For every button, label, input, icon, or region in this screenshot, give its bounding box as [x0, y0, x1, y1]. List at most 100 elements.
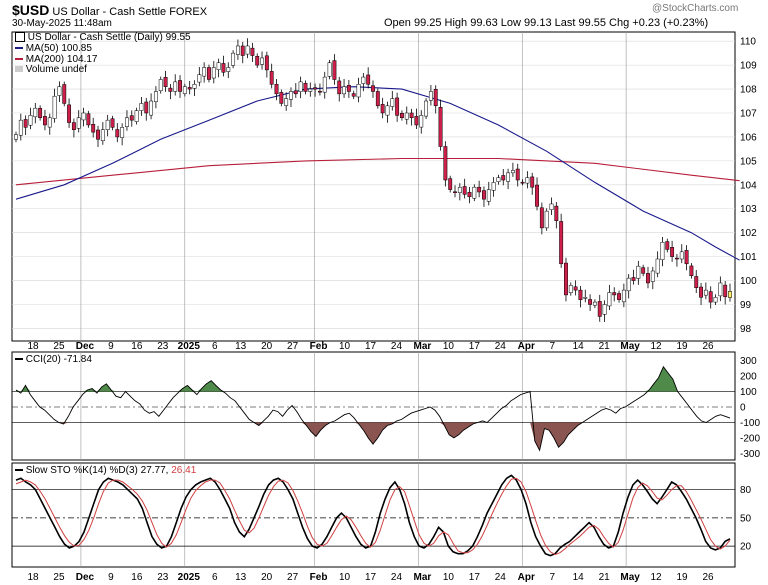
candle-body: [390, 98, 395, 107]
x-tick-label: 24: [391, 572, 403, 583]
candle-body: [43, 116, 47, 126]
sto-k-line: [15, 474, 731, 557]
candle-body: [395, 97, 400, 116]
candle-body: [110, 118, 115, 128]
candle-body: [144, 101, 149, 114]
x-tick-label: 23: [157, 341, 169, 352]
candle-body: [650, 270, 655, 282]
candle-body: [525, 177, 530, 184]
candle-body: [380, 104, 385, 114]
candle-body: [578, 289, 583, 300]
x-tick-label: 12: [651, 572, 663, 583]
ma50-legend: MA(50) 100.85: [15, 43, 92, 54]
x-tick-label: 21: [599, 572, 611, 583]
candle-body: [679, 251, 684, 260]
candle-body: [409, 112, 414, 119]
candle-body: [631, 277, 636, 281]
candle-body: [47, 117, 52, 128]
sto-swatch: [15, 469, 23, 472]
symbol: $USD: [12, 2, 50, 18]
candle-body: [240, 45, 245, 56]
candle-body: [298, 81, 303, 92]
x-tick-label: 16: [131, 341, 143, 352]
exchange: FOREX: [169, 6, 208, 18]
x-tick-label: Mar: [414, 341, 432, 352]
candle-body: [510, 170, 515, 174]
x-tick-label: 26: [702, 341, 714, 352]
x-tick-label: 6: [212, 572, 218, 583]
candle-body: [660, 242, 665, 260]
candle-body: [168, 87, 173, 92]
candle-body: [467, 191, 472, 198]
candle-body: [274, 84, 279, 95]
candle-body: [496, 177, 501, 182]
candle-body: [18, 119, 23, 136]
sto-legend-k: 27.77,: [140, 465, 169, 476]
price-y-tick: 105: [740, 156, 757, 167]
x-tick-label: 24: [495, 572, 507, 583]
price-y-tick: 101: [740, 252, 757, 263]
candle-body: [703, 289, 708, 296]
x-tick-label: 25: [53, 572, 65, 583]
price-y-tick: 104: [740, 180, 757, 191]
candle-body: [549, 203, 554, 210]
candle-body: [674, 257, 679, 260]
candle-body: [216, 62, 221, 70]
candle-body: [366, 74, 371, 85]
candle-body: [400, 112, 404, 119]
x-tick-label: 14: [573, 341, 585, 352]
candle-body: [641, 267, 646, 274]
candle-body: [33, 107, 38, 118]
candle-body: [626, 277, 631, 292]
candle-body: [178, 80, 182, 92]
x-tick-label: 17: [365, 341, 377, 352]
x-tick-label: 17: [469, 341, 481, 352]
x-tick-label: 7: [549, 341, 555, 352]
price-y-tick: 99: [740, 300, 752, 311]
candle-body: [86, 113, 91, 126]
candle-body: [438, 106, 443, 147]
candle-body: [544, 210, 549, 229]
candle-body: [163, 77, 168, 87]
price-legend: US Dollar - Cash Settle (Daily) 99.55: [15, 32, 191, 43]
x-tick-label: 21: [599, 341, 611, 352]
candle-body: [322, 76, 327, 93]
candle-body: [38, 107, 43, 119]
x-tick-label: 25: [53, 341, 65, 352]
x-tick-label: 12: [651, 341, 663, 352]
candle-body: [443, 146, 448, 181]
candle-body: [520, 181, 525, 184]
candle-body: [708, 291, 713, 303]
ma200-legend-label: MA(200) 104.17: [25, 54, 98, 65]
candle-body: [289, 91, 293, 100]
candle-body: [14, 134, 18, 140]
cci-legend-label: CCI(20): [25, 354, 61, 365]
x-tick-label: 23: [157, 572, 169, 583]
candle-body: [255, 56, 260, 66]
candle-body: [67, 104, 72, 123]
x-tick-label: 24: [495, 341, 507, 352]
candle-body: [617, 293, 621, 300]
candle-body: [308, 88, 313, 92]
cci-y-tick: 300: [740, 356, 757, 367]
cci-y-tick: 200: [740, 372, 757, 383]
candle-body: [592, 301, 597, 306]
sto-panel: [11, 462, 736, 568]
volume-legend-label: Volume undef: [25, 64, 87, 75]
instrument-name: US Dollar - Cash Settle: [52, 6, 167, 18]
ma200-swatch: [15, 58, 23, 61]
candle-body: [28, 115, 33, 126]
candle-body: [346, 84, 351, 92]
x-tick-label: May: [620, 572, 640, 583]
x-tick-label: Dec: [76, 572, 95, 583]
candle-body: [153, 91, 158, 102]
cci-oversold-fill: [16, 422, 730, 451]
candle-body: [583, 297, 588, 299]
candle-body: [197, 74, 202, 83]
x-tick-label: 2025: [178, 341, 201, 352]
candle-body: [684, 250, 689, 265]
candle-body: [327, 62, 332, 77]
sto-y-tick: 50: [740, 513, 752, 524]
volume-swatch: [15, 66, 23, 73]
candle-body: [100, 129, 105, 142]
